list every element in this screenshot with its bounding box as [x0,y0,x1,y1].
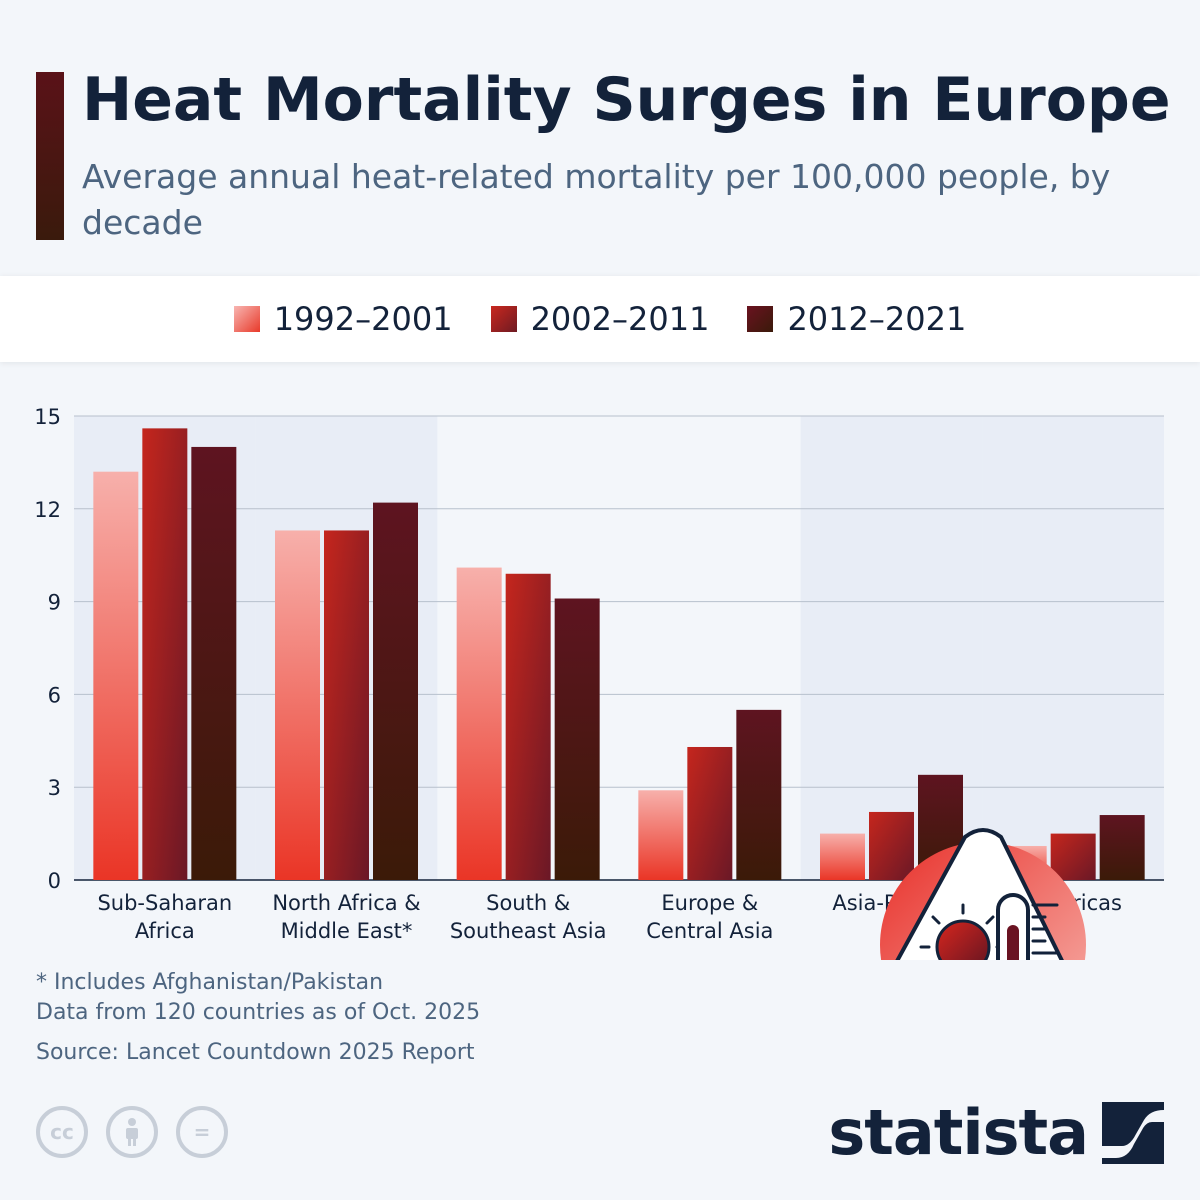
bar-chart: 0 3 6 9 12 15 Sub-Saharan Africa North Africa &… [34,405,1164,960]
x-category-label: Europe & Central Asia [646,891,773,943]
chart-subtitle: Average annual heat-related mortality pe… [82,157,1111,242]
heat-warning-icon [880,828,1086,960]
bar-2002-2011 [324,530,369,880]
legend-swatch-2002-2011 [490,306,517,332]
legend-item-2012-2021: 2012–2021 [747,300,966,338]
footnote-asterisk: * Includes Afghanistan/Pakistan [36,970,384,995]
bar-1992-2001 [93,471,139,880]
x-category-label-line: Central Asia [646,919,773,943]
attribution-icon[interactable] [106,1106,158,1158]
y-tick-label: 12 [34,498,61,522]
legend-label-1992-2001: 1992–2001 [273,300,453,338]
bar-1992-2001 [456,567,502,880]
bar-2012-2021 [191,446,237,880]
legend-swatch-1992-2001 [233,306,260,332]
bar-2012-2021 [1099,815,1145,880]
bar-2012-2021 [373,502,418,880]
bar-2002-2011 [505,573,551,880]
chart-title: Heat Mortality Surges in Europe [82,65,1171,135]
bar-2012-2021 [554,598,600,880]
statista-wordmark: statista [828,1096,1089,1169]
legend-label-2012-2021: 2012–2021 [787,300,967,338]
y-tick-label: 0 [48,869,61,893]
bar-1992-2001 [820,833,865,880]
bar-1992-2001 [638,790,684,880]
bar-2002-2011 [142,428,188,880]
statista-logo[interactable]: statista [828,1098,1164,1168]
x-category-label-line: Africa [135,919,195,943]
legend: 1992–2001 2002–2011 2012–2021 [0,276,1200,362]
x-category-label-line: Southeast Asia [450,919,607,943]
x-category-label-line: South & [486,891,570,915]
bar-2002-2011 [1050,833,1096,880]
legend-swatch-2012-2021 [747,306,774,332]
y-tick-label: 6 [48,683,61,707]
license-icons: cc = [36,1106,228,1158]
y-axis-ticks: 0 3 6 9 12 15 [34,405,61,893]
statista-logo-icon [1102,1102,1164,1164]
x-category-label: North Africa & Middle East* [272,891,420,943]
y-tick-label: 3 [48,776,61,800]
bars [93,428,1145,880]
x-category-label-line: Europe & [661,891,758,915]
cc-icon[interactable]: cc [36,1106,88,1158]
footnotes: * Includes Afghanistan/Pakistan Data fro… [36,968,480,1068]
category-shade [982,416,1164,880]
category-shading [74,416,1164,880]
x-category-label-line: North Africa & [272,891,420,915]
y-tick-label: 15 [34,405,61,429]
bar-2002-2011 [869,811,914,880]
footnote-data: Data from 120 countries as of Oct. 2025 [36,1000,481,1025]
bar-2002-2011 [687,746,733,880]
title-accent-bar [36,72,64,240]
x-category-label: South & Southeast Asia [450,891,607,943]
legend-label-2002-2011: 2002–2011 [530,300,710,338]
bar-1992-2001 [275,530,320,880]
bar-2012-2021 [736,709,782,880]
y-tick-label: 9 [48,591,61,615]
legend-item-1992-2001: 1992–2001 [233,300,453,338]
source-note: Source: Lancet Countdown 2025 Report [36,1040,475,1065]
x-category-label-line: Middle East* [281,919,413,943]
x-category-label-line: Sub-Saharan [97,891,232,915]
no-derivatives-icon[interactable]: = [176,1106,228,1158]
x-category-label: Sub-Saharan Africa [97,891,232,943]
legend-item-2002-2011: 2002–2011 [490,300,710,338]
